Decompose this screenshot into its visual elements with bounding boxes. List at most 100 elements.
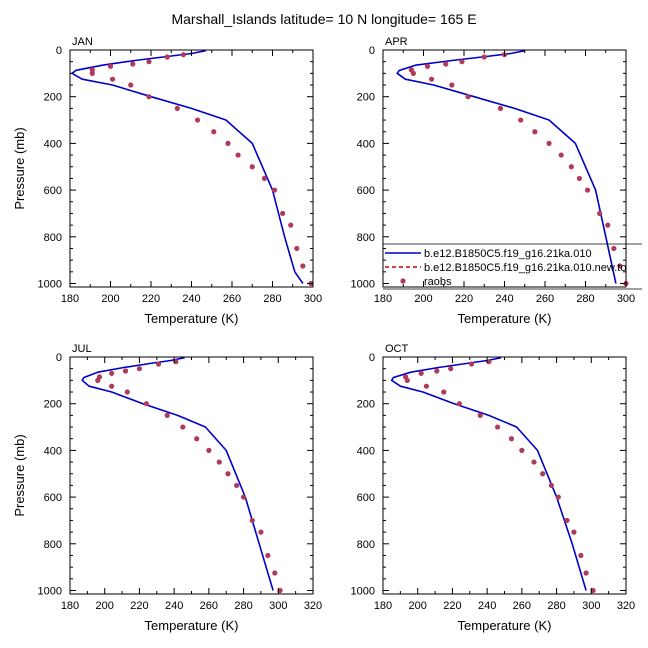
y-tick-label-apr: 200 [357,92,375,104]
raobs-point-oct-6 [404,377,410,383]
raobs-point-jan-10 [174,105,180,111]
raobs-point-jul-14 [216,459,222,465]
x-tick-label-jan: 280 [263,293,281,305]
legend: b.e12.B1850C5.f19_g16.21ka.010 b.e12.B185… [383,243,642,290]
x-tick-label-apr: 280 [576,293,594,305]
x-tick-label-jul: 260 [200,600,218,612]
raobs-point-jul-4 [109,370,115,376]
x-tick-label-jul: 240 [165,600,183,612]
x-tick-label-jul: 280 [234,600,252,612]
x-axis-label-jul: Temperature (K) [145,618,239,633]
panel-jan: 180 200 220 240 260 280 300 0 200 400 600 800 1000 JA… [12,36,322,326]
x-axis-label-oct: Temperature (K) [458,618,552,633]
y-tick-label-apr: 400 [357,138,375,150]
raobs-point-jan-0 [180,52,186,58]
x-tick-label-jan: 260 [223,293,241,305]
raobs-point-oct-1 [468,361,475,367]
raobs-point-oct-2 [448,366,454,372]
x-tick-label-jul: 300 [269,600,287,612]
raobs-point-jul-13 [206,447,212,453]
raobs-point-jul-16 [234,482,240,489]
raobs-point-oct-16 [548,482,554,489]
raobs-point-oct-8 [441,389,447,395]
x-tick-label-apr: 220 [455,293,473,305]
x-axis-label-apr: Temperature (K) [458,311,552,326]
raobs-point-apr-3 [443,61,449,67]
panels: 180 200 220 240 260 280 300 0 200 400 600 800 1000 JA… [12,36,635,633]
x-tick-label-apr: 240 [495,293,513,305]
raobs-point-oct-9 [456,401,462,407]
raobs-point-apr-20 [611,245,617,252]
x-tick-label-oct: 240 [478,600,496,612]
raobs-point-oct-21 [583,570,589,576]
plot-frame-jan [69,49,314,288]
y-axis-label-jul: Pressure (mb) [12,434,27,516]
x-tick-label-oct: 180 [374,600,392,612]
model-line-jul [81,357,274,591]
raobs-point-jan-7 [109,76,116,82]
raobs-point-jul-18 [249,517,255,524]
raobs-point-apr-6 [410,70,416,76]
raobs-point-apr-10 [497,105,504,111]
y-tick-label-apr: 600 [357,185,375,197]
raobs-point-jul-15 [225,471,231,477]
raobs-point-jan-21 [300,263,306,269]
raobs-point-jan-20 [294,245,300,252]
x-tick-label-oct: 320 [617,600,635,612]
raobs-point-oct-19 [571,529,577,535]
raobs-point-apr-17 [584,187,591,193]
legend-entry-3-label: raobs [424,276,452,288]
y-tick-label-oct: 0 [369,352,375,364]
raobs-point-apr-18 [597,210,603,217]
raobs-point-jan-11 [194,117,201,123]
raobs-point-jul-19 [258,529,264,535]
model-line-jan [71,50,304,284]
raobs-point-jul-3 [122,368,129,374]
legend-entry-1-label: b.e12.B1850C5.f19_g16.21ka.010 [424,248,592,260]
raobs-point-oct-18 [564,517,570,524]
x-tick-label-jul: 200 [96,600,114,612]
raobs-point-oct-17 [555,494,561,500]
raobs-point-apr-7 [429,76,435,82]
y-tick-label-jul: 800 [44,539,62,551]
raobs-point-oct-7 [423,383,429,389]
raobs-point-jan-1 [164,54,170,60]
raobs-point-jan-12 [211,129,217,135]
raobs-point-oct-11 [494,424,501,430]
x-tick-label-jan: 300 [304,293,322,305]
panel-label-apr: APR [385,36,408,48]
raobs-point-jan-6 [89,70,95,76]
raobs-point-oct-3 [434,368,440,374]
raobs-point-oct-12 [508,436,515,442]
model-line-oct [390,357,587,591]
y-tick-label-jul: 600 [44,492,62,504]
raobs-point-jul-12 [194,436,200,442]
raobs-point-apr-16 [576,175,583,182]
y-tick-label-oct: 600 [357,492,375,504]
raobs-point-jul-11 [180,424,186,430]
raobs-point-oct-13 [519,447,525,453]
raobs-point-jan-13 [225,140,231,146]
legend-entry-2-label: b.e12.B1850C5.f19_g16.21ka.010.new.to [424,262,626,274]
raobs-point-apr-13 [546,140,552,146]
y-tick-label-apr: 0 [369,45,375,57]
y-tick-label-jan: 800 [44,232,62,244]
x-tick-label-oct: 220 [443,600,461,612]
x-tick-label-oct: 280 [547,600,565,612]
raobs-point-apr-4 [424,63,431,69]
raobs-point-jan-8 [128,82,134,88]
raobs-point-jul-7 [109,383,115,389]
raobs-point-jul-2 [136,366,143,372]
raobs-point-apr-8 [449,82,455,88]
plot-frame-oct [382,356,627,595]
raobs-point-oct-10 [477,412,483,418]
raobs-point-oct-15 [540,471,546,477]
x-tick-label-apr: 260 [536,293,554,305]
y-tick-label-oct: 1000 [351,585,375,597]
x-tick-label-oct: 260 [513,600,531,612]
y-axis-label-jan: Pressure (mb) [12,127,27,209]
raobs-point-apr-21 [617,263,623,269]
raobs-point-jan-15 [249,164,255,170]
y-tick-label-jan: 0 [56,45,62,57]
y-tick-label-oct: 800 [357,539,375,551]
